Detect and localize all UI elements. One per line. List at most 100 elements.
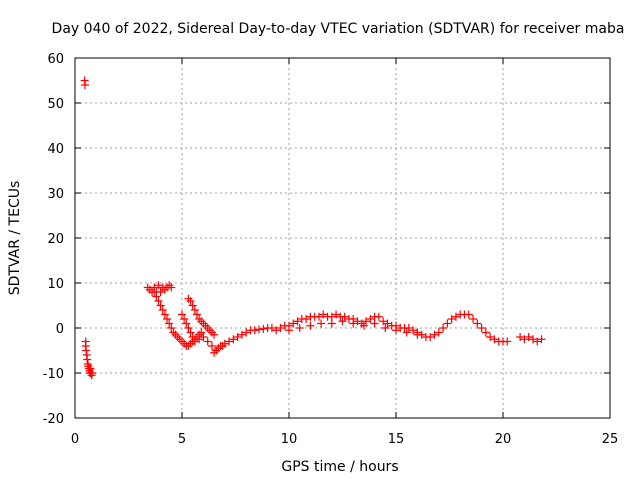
data-point: [160, 310, 169, 319]
data-point: [165, 319, 174, 328]
data-point: [199, 333, 208, 341]
data-point: [210, 330, 219, 339]
data-point: [225, 337, 234, 346]
data-point: [197, 328, 206, 337]
data-point: [237, 330, 246, 339]
data-point: [88, 369, 97, 377]
data-point: [158, 306, 167, 314]
data-point: [190, 306, 199, 314]
x-axis-label: GPS time / hours: [281, 459, 398, 475]
data-point: [516, 333, 525, 341]
x-tick-label: 15: [388, 432, 405, 447]
y-tick-label: 0: [56, 322, 64, 337]
data-point: [537, 335, 546, 344]
data-point: [163, 315, 172, 323]
data-series: [80, 76, 546, 380]
data-point: [186, 328, 195, 337]
data-point: [451, 312, 460, 321]
x-tick-label: 20: [495, 432, 512, 447]
data-point: [370, 319, 379, 328]
data-point: [167, 283, 176, 292]
data-point: [481, 328, 490, 337]
x-tick-label: 5: [178, 432, 186, 447]
data-point: [477, 324, 486, 332]
chart-title: Day 040 of 2022, Sidereal Day-to-day VTE…: [52, 21, 625, 37]
data-point: [374, 312, 383, 321]
data-point: [229, 335, 238, 344]
data-point: [188, 301, 197, 310]
data-point: [180, 315, 189, 323]
y-tick-label: -10: [43, 367, 64, 382]
x-tick-label: 25: [602, 432, 619, 447]
data-point: [186, 297, 195, 305]
y-tick-label: -20: [43, 412, 64, 427]
data-point: [426, 333, 435, 341]
data-point: [353, 317, 362, 326]
data-point: [285, 326, 293, 335]
data-point: [381, 324, 390, 332]
data-point: [464, 310, 473, 319]
data-point: [327, 312, 336, 321]
data-point: [430, 330, 439, 339]
data-point: [528, 335, 537, 344]
data-point: [404, 324, 413, 332]
data-point: [314, 312, 323, 321]
data-point: [272, 326, 281, 335]
y-tick-label: 30: [47, 187, 64, 202]
data-point: [207, 342, 216, 350]
data-point: [469, 315, 478, 323]
data-point: [413, 330, 422, 339]
data-point: [327, 319, 336, 328]
data-point: [340, 312, 349, 321]
x-tick-label: 0: [71, 432, 79, 447]
data-point: [533, 337, 542, 346]
data-point: [295, 324, 304, 332]
data-point: [319, 310, 328, 319]
data-point: [167, 324, 176, 332]
data-point: [195, 335, 204, 344]
data-point: [289, 319, 298, 328]
data-point: [434, 328, 443, 337]
data-point: [233, 333, 242, 341]
data-point: [184, 324, 193, 332]
data-point: [293, 317, 302, 326]
data-point: [392, 326, 400, 335]
data-point: [82, 346, 91, 355]
data-point: [490, 335, 499, 344]
y-tick-label: 60: [47, 52, 64, 67]
data-point: [332, 310, 341, 319]
data-point: [276, 324, 285, 332]
data-point: [486, 333, 495, 341]
data-point: [359, 321, 368, 330]
data-point: [409, 326, 418, 335]
data-point: [242, 328, 251, 337]
data-point: [366, 315, 375, 323]
data-point: [443, 319, 452, 328]
data-point: [383, 319, 392, 328]
y-tick-label: 40: [47, 142, 64, 157]
data-point: [259, 324, 268, 333]
grid: [75, 58, 610, 418]
data-point: [156, 301, 165, 310]
axis-ticks: 0 5 10 15 20 25 -20 -10 0 10 20 30 40 50 60: [43, 52, 619, 447]
y-tick-label: 10: [47, 277, 64, 292]
x-tick-label: 10: [281, 432, 298, 447]
data-point: [154, 297, 163, 305]
data-point: [178, 310, 186, 319]
data-point: [379, 317, 388, 326]
plot-frame: [74, 57, 611, 419]
data-point: [447, 315, 456, 323]
y-tick-label: 20: [47, 232, 64, 247]
y-tick-label: 50: [47, 97, 64, 112]
data-point: [306, 321, 315, 330]
data-point: [520, 335, 529, 344]
y-axis-label: SDTVAR / TECUs: [7, 181, 23, 296]
data-point: [190, 337, 199, 346]
data-point: [524, 333, 533, 341]
data-point: [150, 288, 159, 296]
data-point: [152, 292, 161, 301]
data-point: [349, 319, 358, 328]
data-point: [220, 339, 229, 348]
